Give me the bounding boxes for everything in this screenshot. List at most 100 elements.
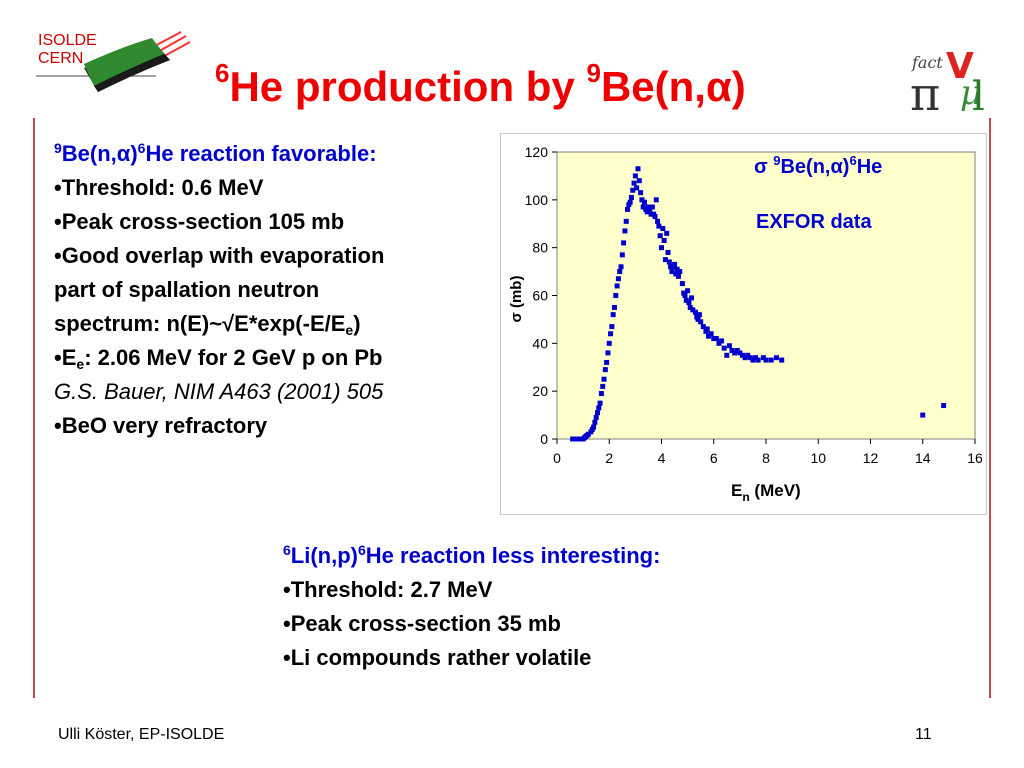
- data-point: [779, 357, 785, 363]
- x-tick-label: 14: [915, 450, 931, 466]
- page-number: 11: [915, 726, 932, 743]
- data-point: [623, 218, 629, 224]
- data-point: [713, 336, 719, 342]
- svg-text:l: l: [972, 74, 985, 116]
- plot-area: [556, 151, 976, 440]
- chart-svg: 0 20 40 60 80 100 120 0 2 4 6 8 10 12 14 16 σ 9Be(n,α)6…: [508, 144, 983, 504]
- data-point: [690, 307, 696, 313]
- data-point: [653, 197, 659, 203]
- data-point: [760, 355, 766, 361]
- data-point: [636, 178, 642, 184]
- data-point: [734, 348, 740, 354]
- chart-legend: σ 9Be(n,α)6He: [754, 153, 882, 178]
- bullet-peak: •Peak cross-section 105 mb: [54, 209, 345, 234]
- bullet-beo: •BeO very refractory: [54, 413, 268, 438]
- data-point: [732, 350, 738, 356]
- data-point: [719, 338, 725, 344]
- y-tick-label: 20: [532, 383, 548, 399]
- data-point: [609, 324, 615, 330]
- data-point: [660, 226, 666, 232]
- svg-text:V: V: [946, 46, 974, 87]
- data-point: [711, 336, 717, 342]
- data-point: [698, 319, 704, 325]
- data-point: [685, 288, 691, 294]
- data-point: [631, 180, 637, 186]
- data-point: [683, 297, 689, 303]
- chart-annotation: EXFOR data: [756, 211, 872, 233]
- data-point: [655, 218, 661, 224]
- left-heading: 9Be(n,α)6He reaction favorable:: [54, 140, 377, 166]
- bullet-threshold: •Threshold: 0.6 MeV: [54, 175, 264, 200]
- svg-text:π: π: [910, 67, 940, 116]
- data-point: [578, 436, 584, 442]
- x-tick-label: 10: [810, 450, 826, 466]
- data-point: [695, 316, 701, 322]
- data-point: [721, 345, 727, 351]
- data-point: [726, 343, 732, 349]
- data-point: [665, 249, 671, 255]
- data-point: [656, 223, 662, 229]
- data-point: [755, 357, 761, 363]
- data-point: [662, 257, 668, 263]
- svg-text:μ: μ: [960, 73, 982, 113]
- x-tick-label: 8: [762, 450, 770, 466]
- data-point: [669, 269, 675, 275]
- data-point: [920, 412, 926, 418]
- data-point: [604, 359, 610, 365]
- citation: G.S. Bauer, NIM A463 (2001) 505: [54, 379, 384, 404]
- data-point: [591, 424, 597, 430]
- y-tick-label: 60: [532, 288, 548, 304]
- page-title: 6He production by 9Be(n,α): [215, 58, 746, 110]
- data-point: [687, 304, 693, 310]
- data-point: [674, 266, 680, 272]
- y-tick-label: 120: [525, 144, 549, 160]
- logo-line-isolde: ISOLDE: [38, 32, 97, 49]
- data-point: [692, 309, 698, 315]
- data-point: [708, 331, 714, 337]
- data-point: [737, 350, 743, 356]
- data-point: [625, 206, 631, 212]
- x-tick-label: 2: [605, 450, 613, 466]
- bullet-overlap-1: •Good overlap with evaporation: [54, 243, 385, 268]
- isolde-cern-logo: ISOLDE CERN: [36, 30, 196, 110]
- x-tick-label: 16: [967, 450, 983, 466]
- data-point: [642, 199, 648, 205]
- data-point: [598, 391, 604, 397]
- y-tick-label: 40: [532, 335, 548, 351]
- data-point: [618, 264, 624, 270]
- data-point: [763, 357, 769, 363]
- data-point: [594, 410, 600, 416]
- y-tick-label: 100: [525, 192, 549, 208]
- data-point: [652, 214, 658, 220]
- svg-text:fact: fact: [911, 53, 943, 72]
- bullet-li-volatile: •Li compounds rather volatile: [283, 645, 592, 670]
- isolde-detector-graphic: [36, 31, 191, 92]
- data-point: [664, 230, 670, 236]
- x-tick-label: 6: [710, 450, 718, 466]
- data-point: [644, 209, 650, 215]
- data-point: [597, 400, 603, 406]
- data-point: [585, 431, 591, 437]
- data-point: [686, 300, 692, 306]
- factual-logo: fact π V μ l: [908, 38, 998, 121]
- bullet-li-threshold: •Threshold: 2.7 MeV: [283, 577, 493, 602]
- data-point: [602, 367, 608, 373]
- data-point: [630, 187, 636, 193]
- data-point: [724, 352, 730, 358]
- data-point: [689, 295, 695, 301]
- data-point: [739, 352, 745, 358]
- bullet-li-peak: •Peak cross-section 35 mb: [283, 611, 561, 636]
- data-point: [627, 199, 633, 205]
- data-point: [635, 166, 641, 172]
- x-tick-label: 0: [553, 450, 561, 466]
- bottom-text-block: 6Li(n,p)6He reaction less interesting: •…: [283, 539, 660, 675]
- data-point: [682, 293, 688, 298]
- data-point: [617, 269, 623, 275]
- cross-section-chart: 0 20 40 60 80 100 120 0 2 4 6 8 10 12 14 16 σ 9Be(n,α)6…: [500, 133, 987, 515]
- data-point: [745, 352, 751, 358]
- data-point: [747, 355, 753, 361]
- data-point: [601, 376, 607, 382]
- data-point: [614, 283, 620, 289]
- data-point: [659, 245, 664, 251]
- data-point: [941, 403, 947, 409]
